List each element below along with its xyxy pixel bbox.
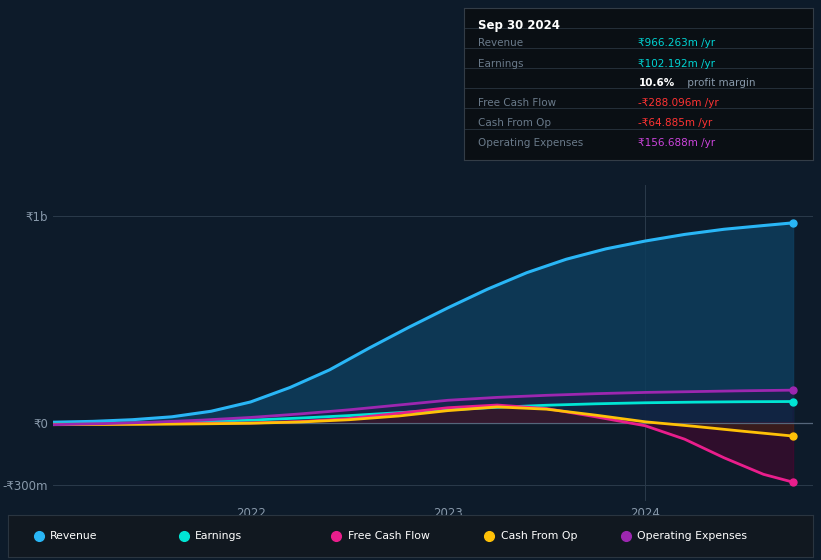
Text: Free Cash Flow: Free Cash Flow [478, 98, 556, 108]
Text: Sep 30 2024: Sep 30 2024 [478, 19, 560, 32]
Text: ₹102.192m /yr: ₹102.192m /yr [639, 59, 715, 68]
Text: Cash From Op: Cash From Op [501, 531, 577, 541]
Text: ₹156.688m /yr: ₹156.688m /yr [639, 138, 715, 148]
Text: Revenue: Revenue [50, 531, 98, 541]
Text: Operating Expenses: Operating Expenses [637, 531, 747, 541]
Text: Free Cash Flow: Free Cash Flow [348, 531, 429, 541]
Text: Operating Expenses: Operating Expenses [478, 138, 583, 148]
Text: 10.6%: 10.6% [639, 78, 675, 88]
Text: Revenue: Revenue [478, 38, 523, 48]
Text: profit margin: profit margin [684, 78, 755, 88]
Text: ₹966.263m /yr: ₹966.263m /yr [639, 38, 715, 48]
Text: -₹64.885m /yr: -₹64.885m /yr [639, 118, 713, 128]
Text: -₹288.096m /yr: -₹288.096m /yr [639, 98, 719, 108]
Text: Earnings: Earnings [478, 59, 523, 68]
Text: Cash From Op: Cash From Op [478, 118, 551, 128]
Text: Earnings: Earnings [195, 531, 242, 541]
